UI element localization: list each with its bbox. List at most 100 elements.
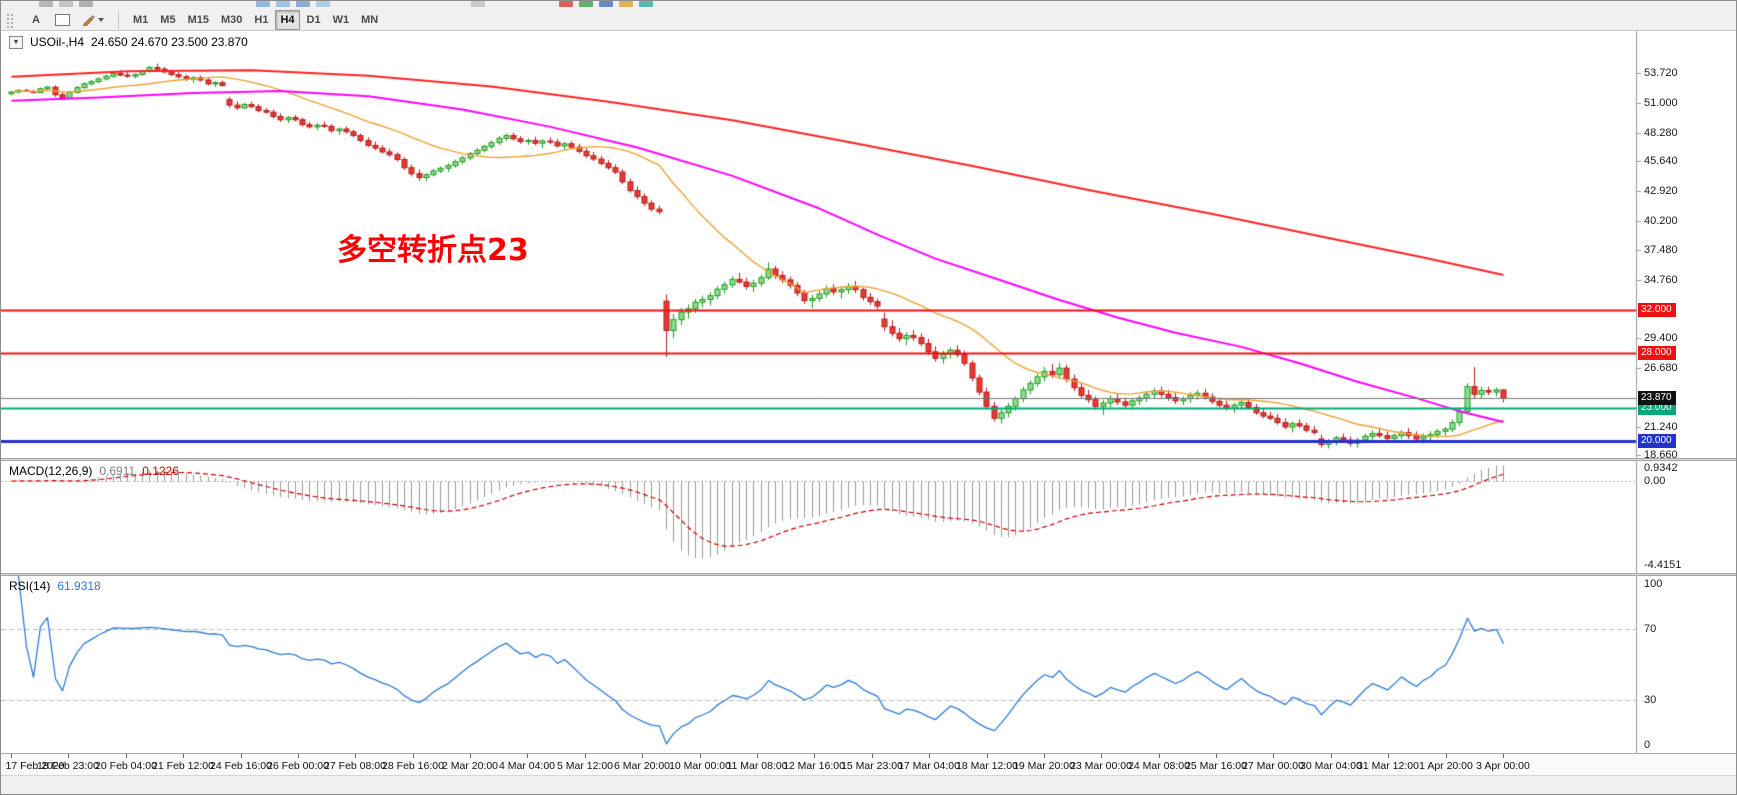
price-tick-label: 48.280 xyxy=(1644,127,1678,139)
dropdown-arrow-icon xyxy=(98,17,104,22)
macd-label: MACD(12,26,9) 0.6911 0.1226 xyxy=(9,464,179,478)
text-tool-button[interactable]: A xyxy=(24,10,48,30)
toolbar-separator xyxy=(118,10,119,29)
time-tick-label: 21 Feb 12:00 xyxy=(152,760,214,772)
time-tick-label: 4 Mar 04:00 xyxy=(498,760,556,772)
text-label-tool-button[interactable] xyxy=(50,10,75,30)
indicator-scale-label: 0.9342 xyxy=(1644,462,1678,474)
time-tick-label: 28 Feb 16:00 xyxy=(382,760,444,772)
time-tick-label: 1 Apr 20:00 xyxy=(1419,760,1473,772)
time-tick-label: 15 Mar 23:00 xyxy=(841,760,903,772)
main-chart-pane: ▼ USOil-,H4 24.650 24.670 23.500 23.870 … xyxy=(1,31,1736,461)
time-tick-label: 20 Feb 04:00 xyxy=(95,760,157,772)
symbol-ohlc-label: ▼ USOil-,H4 24.650 24.670 23.500 23.870 xyxy=(9,35,248,49)
price-tick-label: 21.240 xyxy=(1644,421,1678,433)
time-tick xyxy=(355,754,356,758)
price-tick-label: 29.400 xyxy=(1644,332,1678,344)
indicator-scale-label: 70 xyxy=(1644,623,1657,636)
price-tick-label: 45.640 xyxy=(1644,155,1678,167)
time-tick-label: 11 Mar 08:00 xyxy=(726,760,788,772)
indicator-scale-label: 0.00 xyxy=(1644,474,1666,487)
indicator-scale-label: 0 xyxy=(1644,739,1651,751)
price-tick-label: 34.760 xyxy=(1644,274,1678,286)
time-tick xyxy=(1273,754,1274,758)
indicator-scale-label: 100 xyxy=(1644,578,1663,590)
rsi-name: RSI(14) xyxy=(9,579,51,593)
time-tick xyxy=(1159,754,1160,758)
symbol-name: USOil-,H4 xyxy=(30,35,85,49)
clipped-toolbar-icon xyxy=(579,1,593,7)
macd-name: MACD(12,26,9) xyxy=(9,464,93,478)
clipped-toolbar-icon xyxy=(79,1,93,7)
timeframe-button-m15[interactable]: M15 xyxy=(183,10,214,30)
time-tick-label: 24 Feb 16:00 xyxy=(210,760,272,772)
timeframe-button-h4[interactable]: H4 xyxy=(275,9,300,30)
time-tick-label: 27 Mar 00:00 xyxy=(1242,760,1304,772)
macd-main-value: 0.6911 xyxy=(99,464,136,478)
main-chart-canvas[interactable] xyxy=(1,31,1736,458)
macd-canvas[interactable] xyxy=(1,461,1736,573)
clipped-toolbar-icon xyxy=(559,1,573,7)
time-tick xyxy=(413,754,414,758)
clipped-toolbar-row xyxy=(1,1,1736,8)
time-tick xyxy=(700,754,701,758)
timeframe-button-h1[interactable]: H1 xyxy=(249,10,273,30)
price-line-label: 20.000 xyxy=(1638,433,1676,448)
pencil-icon xyxy=(83,15,95,26)
clipped-toolbar-icon xyxy=(296,1,310,7)
indicator-scale-label: -4.4151 xyxy=(1644,559,1682,571)
draw-tool-button[interactable] xyxy=(77,10,109,30)
macd-signal-value: 0.1226 xyxy=(142,464,179,478)
time-tick xyxy=(757,754,758,758)
clipped-toolbar-icon xyxy=(39,1,53,7)
time-tick xyxy=(527,754,528,758)
clipped-toolbar-icon xyxy=(59,1,73,7)
chart-text-annotation[interactable]: 多空转折点23 xyxy=(337,233,529,268)
timeframe-button-group: M1 M5 M15 M30 H1 H4 D1 W1 MN xyxy=(128,9,383,30)
price-tick-label: 18.660 xyxy=(1644,449,1678,461)
chart-menu-arrow-icon[interactable]: ▼ xyxy=(9,35,23,49)
pane-splitter[interactable] xyxy=(1,458,1736,461)
time-tick xyxy=(987,754,988,758)
price-tick-label: 51.000 xyxy=(1644,97,1678,109)
toolbar: A M1 M5 M15 M30 H1 H4 D1 W1 MN xyxy=(1,1,1736,31)
time-tick-label: 27 Feb 08:00 xyxy=(324,760,386,772)
rsi-label: RSI(14) 61.9318 xyxy=(9,579,101,593)
text-frame-icon xyxy=(55,13,70,26)
time-tick xyxy=(1216,754,1217,758)
timeframe-button-w1[interactable]: W1 xyxy=(328,10,355,30)
time-tick-label: 17 Feb 2020 xyxy=(5,760,65,772)
clipped-toolbar-icon xyxy=(471,1,485,7)
toolbar-drag-handle-icon[interactable] xyxy=(6,12,14,28)
time-tick xyxy=(1446,754,1447,758)
price-line-label: 23.870 xyxy=(1638,390,1676,405)
time-axis[interactable]: 17 Feb 2020 18 Feb 23:00 20 Feb 04:00 21 Fe… xyxy=(1,753,1736,775)
timeframe-button-m1[interactable]: M1 xyxy=(128,10,153,30)
time-tick-label: 19 Mar 20:00 xyxy=(1013,760,1075,772)
price-tick-label: 42.920 xyxy=(1644,185,1678,197)
time-tick-label: 25 Mar 16:00 xyxy=(1185,760,1247,772)
time-tick-label: 30 Mar 04:00 xyxy=(1300,760,1362,772)
time-tick xyxy=(929,754,930,758)
timeframe-button-d1[interactable]: D1 xyxy=(302,10,326,30)
rsi-canvas[interactable] xyxy=(1,576,1736,753)
time-tick-label: 2 Mar 20:00 xyxy=(441,760,499,772)
time-tick-label: 12 Mar 16:00 xyxy=(783,760,845,772)
time-tick xyxy=(298,754,299,758)
clipped-toolbar-icon xyxy=(276,1,290,7)
time-tick-label: 18 Feb 23:00 xyxy=(37,760,99,772)
pane-splitter[interactable] xyxy=(1,573,1736,576)
clipped-toolbar-icon xyxy=(256,1,270,7)
time-tick-label: 10 Mar 00:00 xyxy=(669,760,731,772)
timeframe-button-mn[interactable]: MN xyxy=(356,10,383,30)
clipped-toolbar-icon xyxy=(619,1,633,7)
time-tick xyxy=(1388,754,1389,758)
time-tick-label: 18 Mar 12:00 xyxy=(956,760,1018,772)
time-tick xyxy=(1101,754,1102,758)
timeframe-button-m30[interactable]: M30 xyxy=(216,10,247,30)
time-tick xyxy=(126,754,127,758)
time-tick xyxy=(585,754,586,758)
timeframe-button-m5[interactable]: M5 xyxy=(155,10,180,30)
time-tick xyxy=(1331,754,1332,758)
